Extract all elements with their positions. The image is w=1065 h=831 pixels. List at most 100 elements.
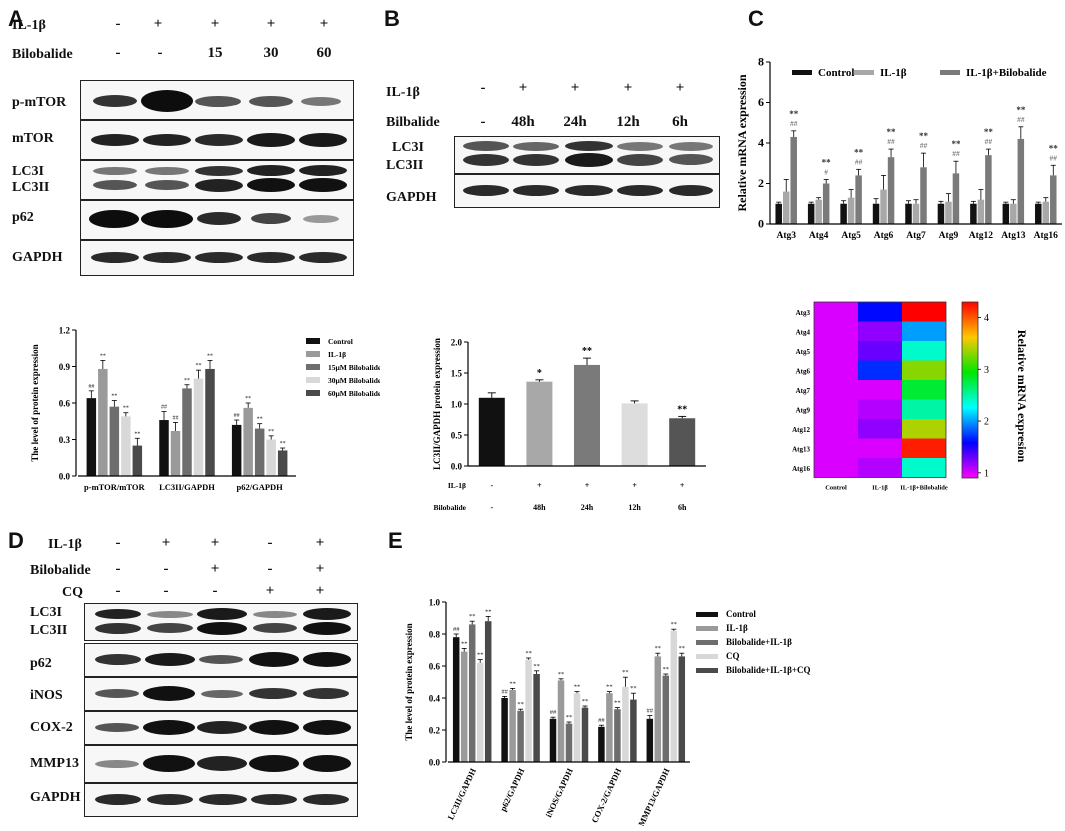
bar (484, 621, 492, 762)
colorbar-tick-label: 1 (984, 468, 989, 479)
bar (526, 381, 553, 466)
bar (678, 656, 686, 762)
sig-mark: ## (920, 141, 928, 150)
heatmap-cell (858, 380, 902, 400)
heatmap-cell (858, 302, 902, 322)
heatmap-row-label: Atg16 (792, 465, 810, 473)
blot-b-r1-v: + (675, 80, 685, 96)
sig-mark: ** (679, 645, 686, 652)
sig-mark: ## (790, 119, 798, 128)
blot-a-row1-label: IL-1β (12, 18, 46, 33)
blot-a-r1-v: + (153, 16, 163, 32)
heatmap-row-label: Atg6 (796, 367, 811, 375)
bar (1002, 203, 1010, 224)
chart-e-quant: 0.0 0.2 0.4 0.6 0.8 1.0 The level of protein e… (404, 598, 811, 827)
bar (822, 183, 830, 224)
blot-b-label-lc3ii: LC3II (386, 158, 424, 173)
heatmap-cell (814, 341, 858, 361)
blot-a-r1-v: + (319, 16, 329, 32)
bar (1050, 175, 1057, 224)
x-row1-value: + (537, 481, 542, 490)
y-tick-label: 1.2 (59, 326, 71, 336)
sig-mark: ## (173, 415, 179, 421)
bar (621, 403, 648, 466)
sig-mark: ** (280, 441, 286, 447)
y-tick-label: 1.0 (451, 400, 463, 410)
sig-mark: ** (134, 431, 140, 437)
sig-mark: ## (598, 717, 605, 724)
bar (86, 398, 97, 476)
x-category-label: p-mTOR/mTOR (84, 482, 145, 492)
y-tick-label: 1.5 (451, 369, 463, 379)
bar (109, 406, 120, 476)
blot-d-r3-v: - (163, 583, 169, 599)
heatmap-cell (902, 458, 946, 478)
x-row1-value: + (632, 481, 637, 490)
x-category-label: Atg9 (939, 231, 959, 241)
blot-b-label-lc3i: LC3I (392, 140, 424, 155)
x-category-label: Atg3 (776, 231, 796, 241)
blot-a-label-pmtor: p-mTOR (12, 95, 67, 110)
sig-mark: ** (789, 109, 799, 119)
chart-c-quant: 0 2 4 6 8 Relative mRNA expression Atg3 Atg4 Atg… (735, 55, 1062, 241)
blot-a-r1-v: + (266, 16, 276, 32)
blot-d-label-gapdh: GAPDH (30, 790, 81, 805)
heatmap-cell (858, 438, 902, 458)
x-category-label: Atg12 (969, 231, 994, 241)
y-tick-label: 0.5 (451, 431, 463, 441)
y-tick-label: 0.0 (429, 758, 441, 768)
blot-d-r2-v: - (267, 561, 273, 577)
bar (887, 157, 895, 224)
blot-b-r1-v: + (570, 80, 580, 96)
sig-mark: ** (622, 669, 629, 676)
blot-a-label-mtor: mTOR (12, 131, 54, 146)
sig-mark: ** (517, 701, 524, 708)
sig-mark: ** (663, 666, 670, 673)
heatmap-cell (814, 302, 858, 322)
legend-swatch (306, 390, 320, 396)
sig-mark: ** (1049, 143, 1059, 153)
blot-d-r3-v: - (212, 583, 218, 599)
y-tick-label: 0.6 (59, 399, 71, 409)
bar (985, 155, 992, 224)
sig-mark: ## (234, 413, 240, 419)
y-axis-title: The level of protein expression (404, 623, 414, 740)
sig-mark: ## (453, 626, 460, 633)
x-category-label: COX-2/GAPDH (589, 766, 623, 824)
bar (98, 368, 108, 476)
heatmap-cell (814, 458, 858, 478)
sig-mark: ** (984, 127, 994, 137)
heatmap-cell (902, 360, 946, 380)
bar (807, 203, 815, 224)
blot-b-label-gapdh: GAPDH (386, 190, 437, 205)
blot-d-label-lc3ii: LC3II (30, 623, 68, 638)
heatmap-row-label: Atg7 (796, 387, 811, 395)
blot-a-label-gapdh: GAPDH (12, 250, 63, 265)
sig-mark: ## (952, 149, 960, 158)
y-tick-label: 2.0 (451, 338, 463, 348)
blot-d-r3-v: - (115, 583, 121, 599)
bar (775, 203, 782, 224)
x-row1-label: IL-1β (448, 481, 466, 490)
bar (565, 723, 573, 762)
heatmap-cell (858, 360, 902, 380)
bar (549, 718, 557, 762)
bar (815, 199, 822, 224)
legend-swatch (306, 351, 320, 357)
sig-mark: ** (671, 621, 678, 628)
heatmap-col-label: Control (825, 485, 847, 492)
chart-b-quant: 0.0 0.5 1.0 1.5 2.0 LC3II/GAPDH protein expre… (432, 338, 706, 512)
blot-d-r1-v: - (267, 535, 273, 551)
heatmap-cell (902, 302, 946, 322)
blot-a-label-lc3i: LC3I (12, 164, 44, 179)
colorbar (961, 301, 979, 479)
heatmap-cell (814, 438, 858, 458)
blot-a-strip-lc3 (80, 160, 354, 200)
heatmap-cell (902, 380, 946, 400)
blot-d-r1-v: + (161, 535, 171, 551)
blot-a-strip-mtor (80, 120, 354, 160)
x-category-label: Atg5 (841, 231, 861, 241)
legend-label: Bilobalide+IL-1β (726, 637, 792, 647)
sig-mark: ** (111, 394, 117, 400)
legend-swatch (306, 338, 320, 344)
